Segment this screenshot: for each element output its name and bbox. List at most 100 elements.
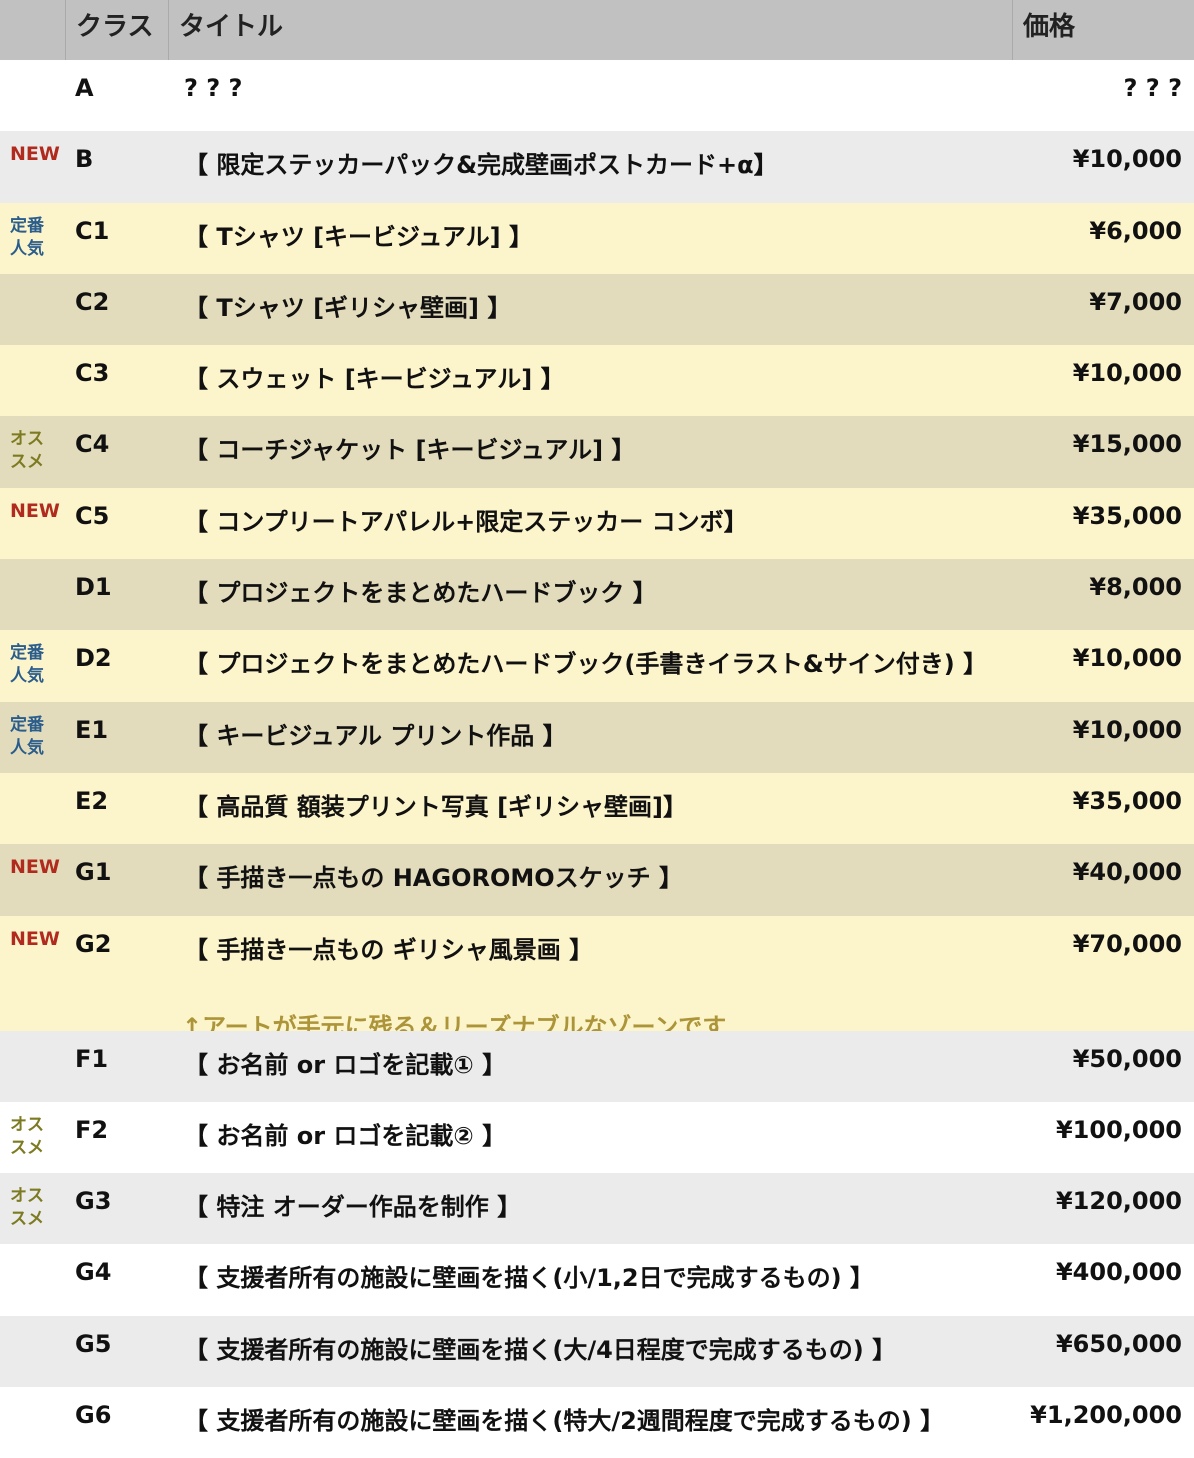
table-row: NEW G2 【 手描き一点もの ギリシャ風景画 】 ¥70,000 ↑アートが手元に残… [0,915,1194,1041]
price-cell: ¥10,000 [1072,359,1182,388]
table-row: 定番 人気 D2 【 プロジェクトをまとめたハードブック(手書きイラスト&サイン付き… [0,630,1194,702]
class-cell: F2 [75,1115,109,1144]
header-badge [0,0,65,60]
class-cell: G1 [75,858,112,887]
class-cell: G6 [75,1401,112,1430]
title-cell: 【 お名前 or ロゴを記載② 】 [184,1121,507,1150]
title-cell: 【 プロジェクトをまとめたハードブック 】 [184,579,657,608]
header-title: タイトル [168,0,1012,60]
price-cell: ¥1,200,000 [1030,1401,1182,1430]
class-cell: G4 [75,1258,112,1287]
title-cell: 【 Tシャツ [ギリシャ壁画] 】 [184,293,512,322]
title-cell: 【 支援者所有の施設に壁画を描く(小/1,2日で完成するもの) 】 [184,1264,874,1293]
title-cell: 【 コーチジャケット [キービジュアル] 】 [184,436,636,465]
row-badge: オス スメ [10,1186,44,1230]
title-cell: 【 高品質 額装プリント写真 [ギリシャ壁画]】 [184,792,688,821]
row-badge: 定番 人気 [10,643,44,687]
title-cell: 【 お名前 or ロゴを記載① 】 [184,1050,507,1079]
price-cell: ¥650,000 [1055,1329,1182,1358]
price-cell: ¥10,000 [1072,644,1182,673]
title-cell: 【 支援者所有の施設に壁画を描く(特大/2週間程度で完成するもの) 】 [184,1407,945,1436]
row-badge: NEW [10,143,60,166]
price-cell: ¥10,000 [1072,145,1182,174]
class-cell: D1 [75,573,112,602]
title-cell: 【 手描き一点もの HAGOROMOスケッチ 】 [184,864,683,893]
price-cell: ¥35,000 [1072,786,1182,815]
header-class: クラス [65,0,168,60]
row-badge: 定番 人気 [10,215,44,259]
price-cell: ¥100,000 [1055,1115,1182,1144]
price-cell: ¥70,000 [1072,929,1182,958]
row-badge [0,1244,65,1315]
class-cell: F1 [75,1044,109,1073]
row-badge: オス スメ [10,429,44,473]
table-row: F1 【 お名前 or ロゴを記載① 】 ¥50,000 [0,1030,1194,1102]
title-cell: 【 限定ステッカーパック&完成壁画ポストカード+α】 [184,151,778,180]
row-badge [0,559,65,630]
table-row: NEW G1 【 手描き一点もの HAGOROMOスケッチ 】 ¥40,000 [0,844,1194,916]
price-cell: ¥6,000 [1089,216,1182,245]
table-row: G6 【 支援者所有の施設に壁画を描く(特大/2週間程度で完成するもの) 】 ¥1,… [0,1387,1194,1458]
price-cell: ¥35,000 [1072,501,1182,530]
class-cell: B [75,145,94,174]
row-badge [0,773,65,844]
price-cell: ¥7,000 [1089,287,1182,316]
class-cell: G2 [75,929,112,958]
header-price: 価格 [1012,0,1194,60]
table-row: オス スメ C4 【 コーチジャケット [キービジュアル] 】 ¥15,000 [0,416,1194,488]
table-row: G4 【 支援者所有の施設に壁画を描く(小/1,2日で完成するもの) 】 ¥400,… [0,1244,1194,1316]
row-badge [0,60,65,131]
table-row: 定番 人気 C1 【 Tシャツ [キービジュアル] 】 ¥6,000 [0,202,1194,274]
row-badge: NEW [10,927,60,950]
row-badge: 定番 人気 [10,714,44,758]
class-cell: G3 [75,1187,112,1216]
class-cell: D2 [75,644,112,673]
price-cell: ¥10,000 [1072,715,1182,744]
table-row: オス スメ G3 【 特注 オーダー作品を制作 】 ¥120,000 [0,1173,1194,1245]
row-badge [0,1387,65,1458]
table-row: C3 【 スウェット [キービジュアル] 】 ¥10,000 [0,345,1194,417]
title-cell: 【 スウェット [キービジュアル] 】 [184,365,565,394]
title-cell: ? ? ? [184,74,243,102]
row-badge [0,274,65,345]
price-cell: ¥8,000 [1089,573,1182,602]
row-badge: オス スメ [10,1114,44,1158]
reward-table-body: A ? ? ? ? ? ? NEW B 【 限定ステッカーパック&完成壁画ポストカード+α… [0,60,1194,1458]
row-badge: NEW [10,856,60,879]
row-badge [0,1316,65,1387]
table-row: C2 【 Tシャツ [ギリシャ壁画] 】 ¥7,000 [0,273,1194,346]
class-cell: C4 [75,430,110,459]
table-row: NEW C5 【 コンプリートアパレル+限定ステッカー コンボ】 ¥35,000 [0,487,1194,560]
title-cell: 【 プロジェクトをまとめたハードブック(手書きイラスト&サイン付き) 】 [184,650,988,679]
class-cell: C1 [75,216,110,245]
table-row: G5 【 支援者所有の施設に壁画を描く(大/4日程度で完成するもの) 】 ¥650,… [0,1315,1194,1388]
price-cell: ? ? ? [1123,74,1182,102]
title-cell: 【 支援者所有の施設に壁画を描く(大/4日程度で完成するもの) 】 [184,1335,897,1364]
class-cell: C5 [75,501,110,530]
price-cell: ¥120,000 [1055,1187,1182,1216]
title-cell: 【 コンプリートアパレル+限定ステッカー コンボ】 [184,507,748,536]
class-cell: C3 [75,359,110,388]
table-row: オス スメ F2 【 お名前 or ロゴを記載② 】 ¥100,000 [0,1101,1194,1174]
class-cell: G5 [75,1329,112,1358]
title-cell: 【 特注 オーダー作品を制作 】 [184,1193,522,1222]
table-row: 定番 人気 E1 【 キービジュアル プリント作品 】 ¥10,000 [0,701,1194,773]
row-badge [0,345,65,416]
title-cell: 【 キービジュアル プリント作品 】 [184,721,567,750]
price-cell: ¥40,000 [1072,858,1182,887]
table-header: クラス タイトル 価格 [0,0,1194,60]
table-row: NEW B 【 限定ステッカーパック&完成壁画ポストカード+α】 ¥10,000 [0,131,1194,203]
table-row: A ? ? ? ? ? ? [0,60,1194,132]
class-cell: C2 [75,287,110,316]
class-cell: E1 [75,715,109,744]
row-badge: NEW [10,499,60,522]
row-badge [0,1031,65,1102]
class-cell: A [75,74,94,102]
price-cell: ¥400,000 [1055,1258,1182,1287]
table-row: D1 【 プロジェクトをまとめたハードブック 】 ¥8,000 [0,559,1194,631]
price-cell: ¥50,000 [1072,1044,1182,1073]
title-cell: 【 Tシャツ [キービジュアル] 】 [184,222,533,251]
price-cell: ¥15,000 [1072,430,1182,459]
title-cell: 【 手描き一点もの ギリシャ風景画 】 [184,935,594,964]
table-row: E2 【 高品質 額装プリント写真 [ギリシャ壁画]】 ¥35,000 [0,772,1194,845]
